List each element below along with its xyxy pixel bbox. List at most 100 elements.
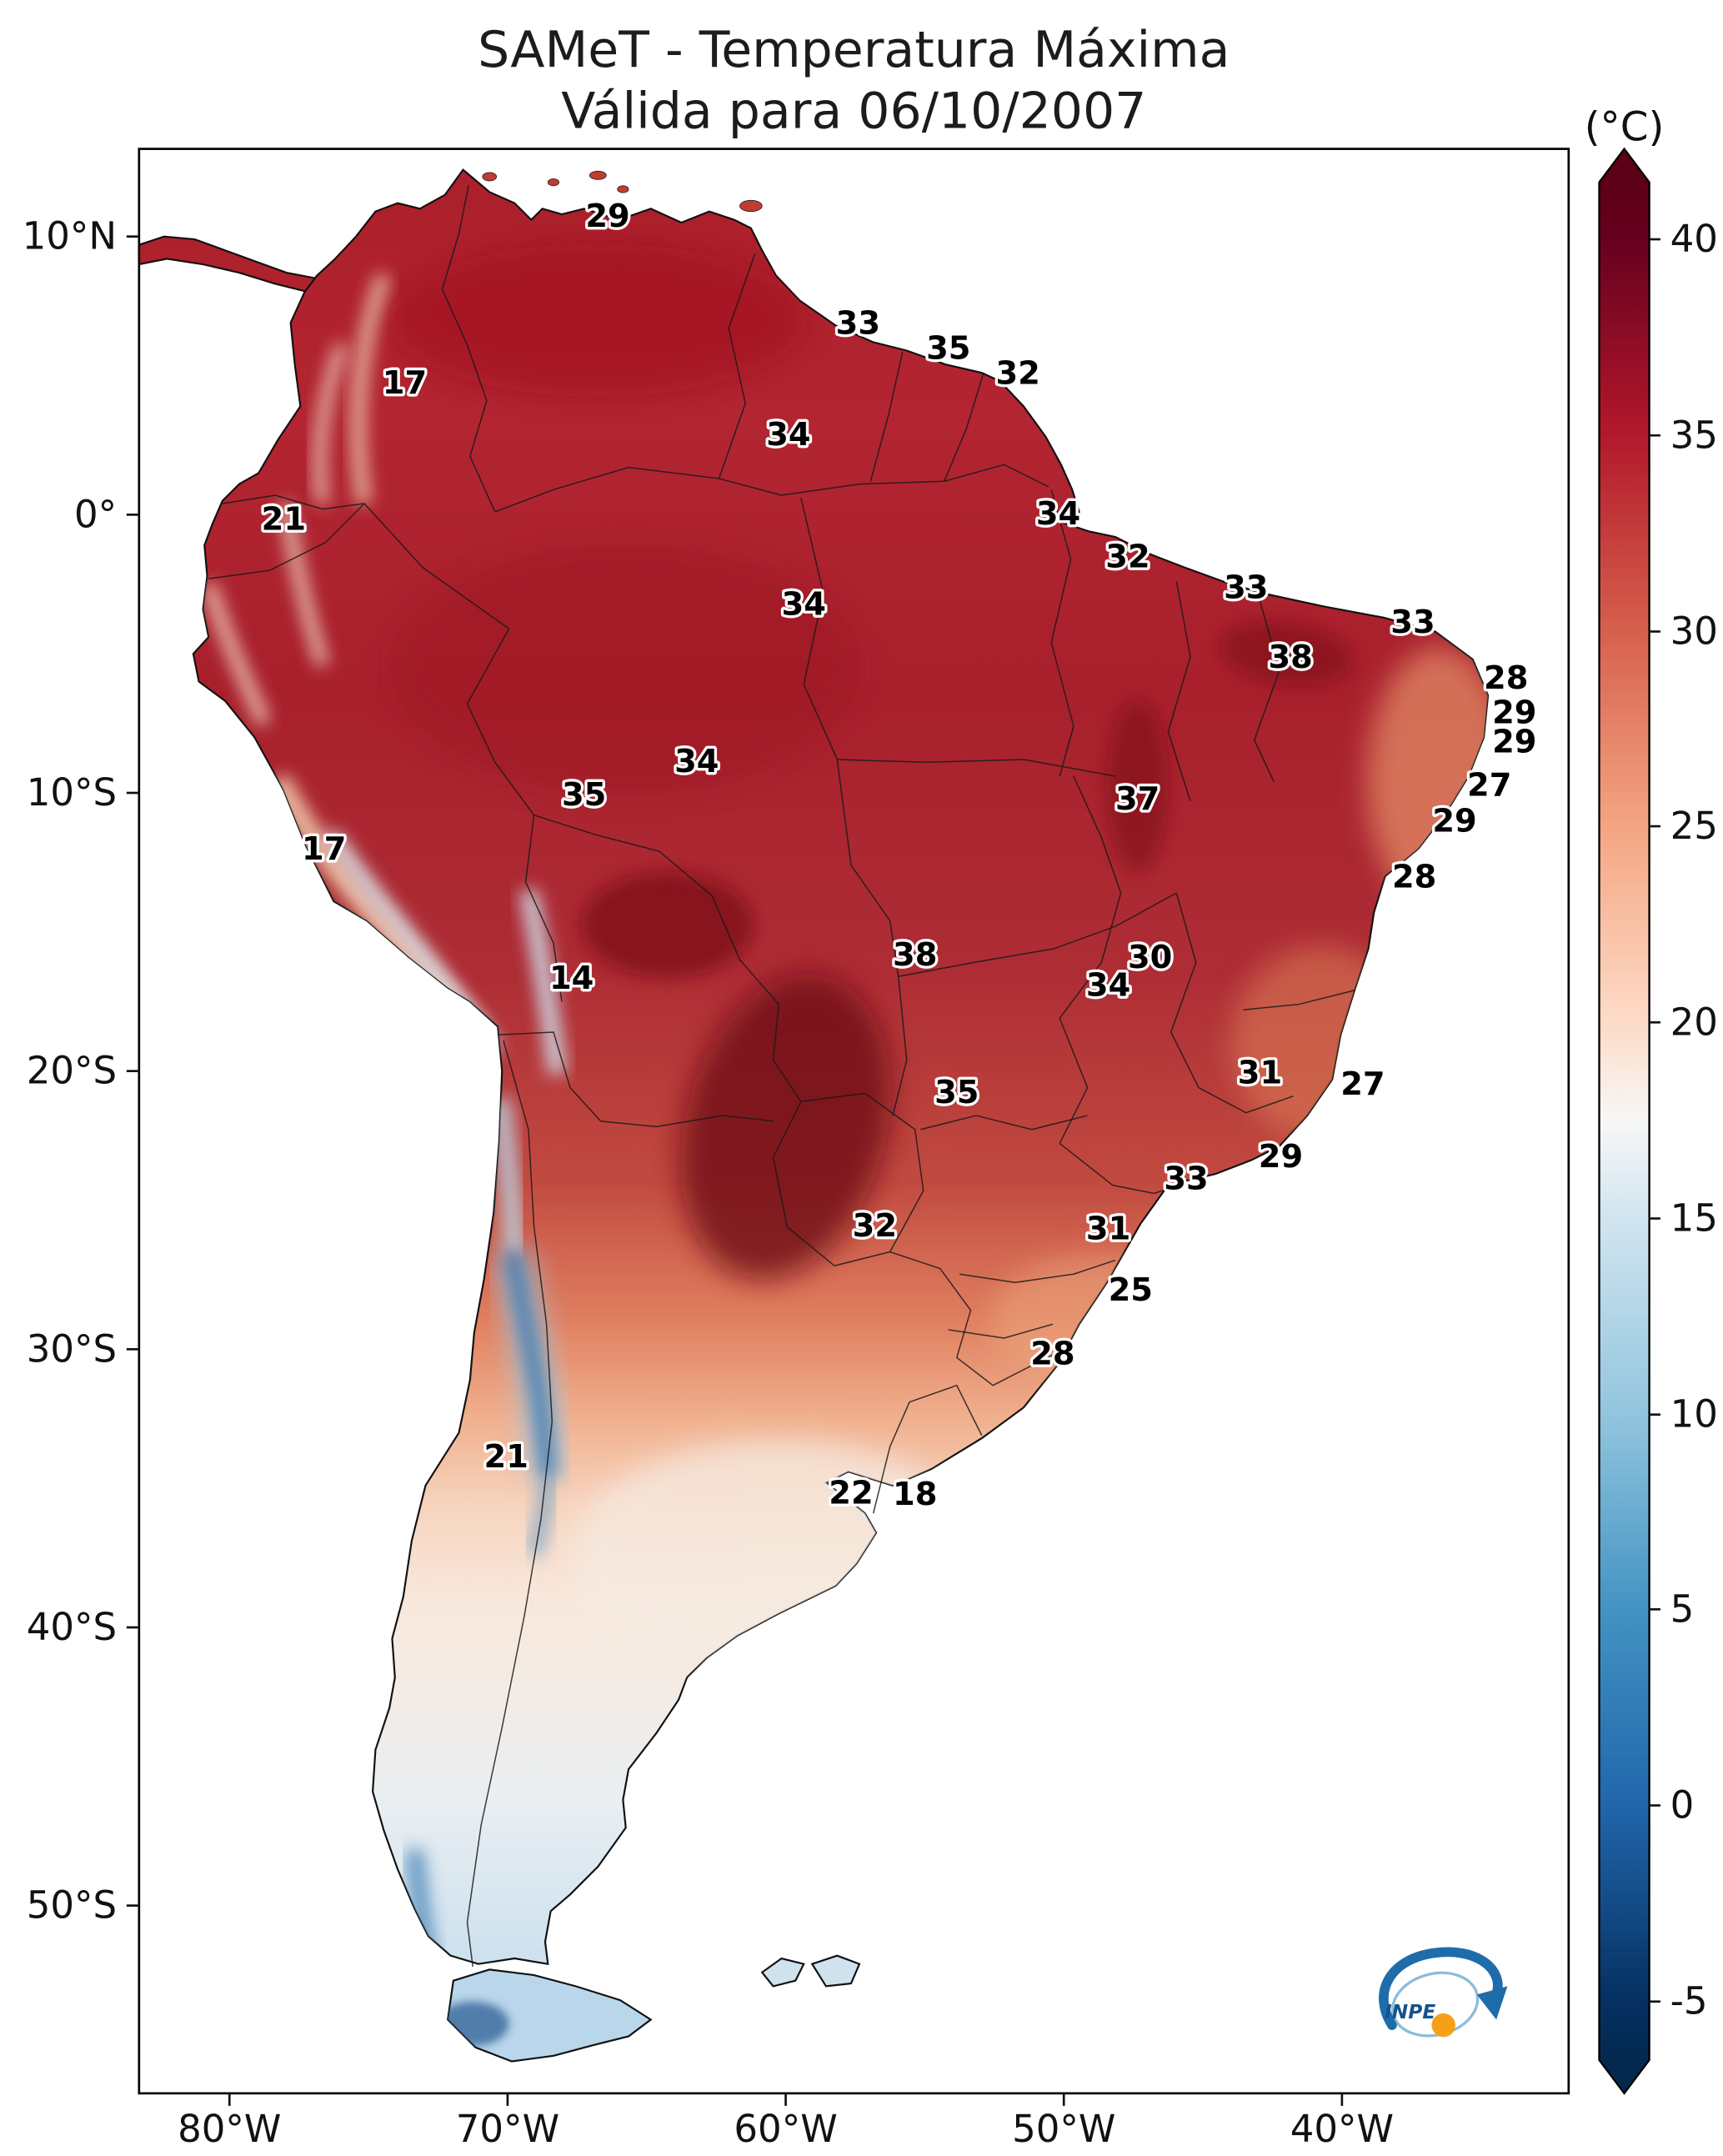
lon-tick-label: 40°W xyxy=(1290,2107,1394,2151)
station-temp-label: 34 xyxy=(766,416,810,454)
colorbar-tick-label: -5 xyxy=(1670,1979,1708,2023)
station-temp-label: 32 xyxy=(853,1207,897,1245)
political-borders xyxy=(208,184,1355,1968)
figure-title-line2: Válida para 06/10/2007 xyxy=(561,83,1146,141)
border-line xyxy=(718,253,756,479)
lat-tick-label: 20°S xyxy=(27,1049,117,1093)
border-line xyxy=(466,628,596,835)
station-temp-label: 29 xyxy=(1259,1138,1303,1176)
station-temp-label: 31 xyxy=(1086,1211,1130,1248)
logo-arrow-head xyxy=(1476,1986,1508,2020)
border-line xyxy=(800,498,838,760)
border-line xyxy=(524,815,563,1002)
border-line xyxy=(1050,489,1074,777)
hot-region-chaco xyxy=(680,974,891,1280)
border-line xyxy=(494,464,1049,513)
island xyxy=(760,1957,805,1988)
station-temp-label: 29 xyxy=(1492,724,1536,761)
station-temp-label: 18 xyxy=(893,1476,937,1513)
logo-inpe-text: INPE xyxy=(1385,2000,1435,2023)
plot-border xyxy=(138,148,1570,2095)
colorbar-tick-label: 35 xyxy=(1670,413,1718,457)
border-line xyxy=(872,1384,983,1514)
station-temp-label: 31 xyxy=(1238,1055,1282,1092)
logo-arrow-arc xyxy=(1379,1947,1503,2030)
lat-tick-label: 50°S xyxy=(27,1883,117,1928)
station-temp-label: 29 xyxy=(1432,803,1476,840)
border-line xyxy=(466,1040,553,1968)
mild-region-east-brazil xyxy=(1230,945,1412,1141)
lat-tick-label: 10°N xyxy=(23,214,118,258)
station-temp-label: 30 xyxy=(1128,939,1172,976)
inpe-logo: INPE xyxy=(1379,1947,1508,2038)
border-line xyxy=(889,1251,1054,1386)
border-line xyxy=(944,374,984,482)
station-temp-label: 34 xyxy=(1086,967,1130,1005)
island xyxy=(810,1954,861,1988)
colorbar-tick-label: 15 xyxy=(1670,1196,1718,1241)
station-temp-label: 27 xyxy=(1467,766,1511,804)
border-line xyxy=(1198,1087,1294,1114)
lat-tick-label: 40°S xyxy=(27,1605,117,1649)
lat-tick-label: 0° xyxy=(74,492,117,536)
colorbar-tick-label: 40 xyxy=(1670,217,1718,261)
border-line xyxy=(1059,962,1114,1186)
border-line xyxy=(920,1115,1088,1131)
station-temp-label: 34 xyxy=(674,743,719,780)
border-line xyxy=(892,976,908,1116)
island xyxy=(482,172,497,182)
border-line xyxy=(222,494,365,510)
border-line xyxy=(594,834,802,1102)
station-temp-label: 17 xyxy=(383,364,427,402)
lon-tick-label: 60°W xyxy=(734,2107,837,2151)
colorbar-bar xyxy=(1598,147,1650,2095)
hot-region-mato-grosso xyxy=(581,872,754,978)
lon-tick-label: 80°W xyxy=(178,2107,281,2151)
border-line xyxy=(498,1031,774,1128)
cool-strip-colombia-andes-1 xyxy=(351,273,391,505)
station-temp-label: 22 xyxy=(829,1474,873,1512)
caribbean-islands xyxy=(482,170,763,213)
cold-strip-chile-andes-core xyxy=(503,1250,556,1478)
panama-coast xyxy=(138,235,318,293)
station-temp-label: 21 xyxy=(262,501,306,539)
station-temp-label: 32 xyxy=(1105,539,1150,576)
border-line xyxy=(898,892,1177,977)
lat-tick-label: 30°S xyxy=(27,1326,117,1371)
logo-orange-dot xyxy=(1431,2013,1455,2038)
colorbar-tick-label: 20 xyxy=(1670,1000,1718,1044)
hot-region-piaui xyxy=(1220,622,1353,686)
border-line xyxy=(948,1323,1054,1339)
latitude-axis: 10°N 0° 10°S 20°S 30°S 40°S 50°S xyxy=(23,214,139,1928)
station-temp-label: 33 xyxy=(1224,569,1268,606)
station-temp-label: 17 xyxy=(302,830,346,868)
colorbar-unit-label: (°C) xyxy=(1585,104,1665,151)
station-temp-label: 35 xyxy=(926,329,970,367)
island xyxy=(547,178,560,187)
border-line xyxy=(1112,1181,1187,1195)
cold-region-tdf-west xyxy=(436,2001,509,2047)
border-line xyxy=(837,759,1116,777)
island xyxy=(589,170,607,180)
border-line xyxy=(869,351,904,482)
station-temp-label: 29 xyxy=(1492,694,1536,732)
colorbar-tick-label: 5 xyxy=(1670,1587,1695,1631)
border-line xyxy=(441,184,496,513)
cool-strip-colombia-andes-2 xyxy=(313,343,348,504)
station-temp-label: 35 xyxy=(562,776,606,814)
station-temp-label: 38 xyxy=(1268,639,1312,676)
border-line xyxy=(208,503,365,579)
lon-tick-label: 50°W xyxy=(1012,2107,1115,2151)
border-line xyxy=(959,1259,1116,1283)
hot-region-tocantins xyxy=(1106,699,1169,873)
station-temp-label: 33 xyxy=(1164,1160,1208,1197)
cool-strip-ecuador-coast xyxy=(202,582,271,727)
lat-tick-label: 10°S xyxy=(27,770,117,815)
lon-tick-label: 70°W xyxy=(456,2107,559,2151)
hot-region-amazon xyxy=(389,542,863,794)
colorbar: 40 35 30 25 20 15 10 5 0 -5 xyxy=(1598,147,1718,2095)
station-temp-label: 28 xyxy=(1030,1336,1074,1373)
